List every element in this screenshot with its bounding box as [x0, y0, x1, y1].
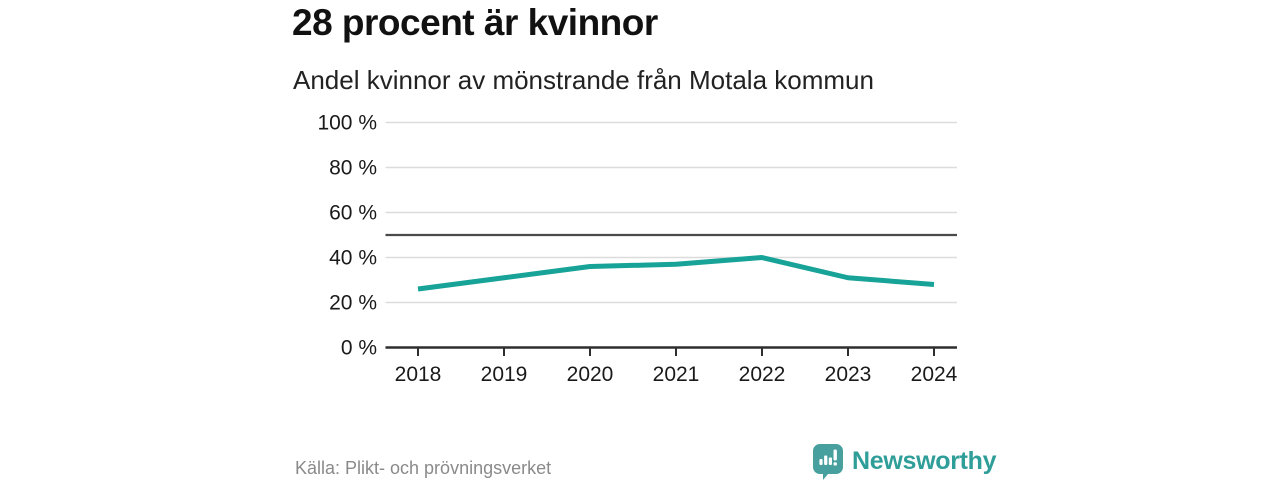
newsworthy-wordmark: Newsworthy: [852, 447, 997, 475]
source-note: Källa: Plikt- och prövningsverket: [295, 458, 552, 478]
line-chart: 0 % 20 % 40 % 60 % 80 % 100 % 2018 2019 2020 2021…: [317, 112, 958, 387]
y-axis-tick-label: 40 %: [329, 247, 377, 270]
x-axis-tick-label: 2021: [653, 363, 700, 386]
y-axis-tick-label: 60 %: [329, 202, 377, 225]
x-axis-tick-label: 2018: [395, 363, 442, 386]
newsworthy-bar-chart-bubble-icon: [813, 444, 843, 480]
y-axis-tick-label: 20 %: [329, 292, 377, 315]
x-axis-tick-label: 2023: [825, 363, 872, 386]
y-axis-tick-label: 0 %: [341, 337, 377, 360]
x-axis-tick-label: 2022: [739, 363, 786, 386]
x-axis-tick-label: 2024: [911, 363, 958, 386]
chart-subtitle: Andel kvinnor av mönstrande från Motala …: [293, 65, 874, 95]
y-axis-tick-label: 100 %: [317, 112, 377, 135]
newsworthy-logo: Newsworthy: [812, 443, 997, 480]
chart-title: 28 procent är kvinnor: [292, 2, 658, 43]
data-line-andel-kvinnor-av-m-nstrande: [417, 255, 935, 292]
x-axis-tick-label: 2019: [481, 363, 528, 386]
x-axis-tick-label: 2020: [567, 363, 614, 386]
y-axis-tick-label: 80 %: [329, 157, 377, 180]
